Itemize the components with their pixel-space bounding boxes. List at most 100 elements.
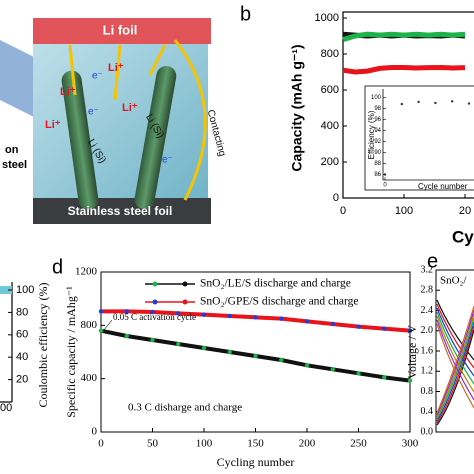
point [201, 312, 207, 317]
y-tick-label: 1000 [315, 12, 339, 24]
annotation-pointer [103, 319, 113, 331]
series-line [342, 31, 466, 42]
legend-fragment: SnO₂/ [440, 275, 467, 287]
inset-point [434, 101, 437, 105]
rod [61, 70, 99, 210]
point [382, 326, 387, 331]
y-tick-label: 96 [374, 117, 381, 123]
label: e⁻ [162, 155, 173, 166]
y-tick-label: 800 [321, 48, 339, 60]
voltage-curve [436, 319, 474, 401]
x-tick-label: 250 [350, 438, 367, 450]
x-tick-label: 20 [459, 205, 471, 217]
point [98, 328, 104, 333]
x-tick-label: 100 [196, 438, 213, 450]
label: Li⁺ [60, 86, 76, 98]
y-tick-label: 92 [374, 139, 381, 145]
y-tick-label: 2.4 [421, 305, 434, 316]
legend-marker [152, 281, 158, 287]
y-tick-label: 88 [374, 161, 381, 167]
point [124, 309, 129, 314]
y-tick-label: 3.2 [421, 264, 434, 275]
label: Li⁺ [122, 102, 138, 114]
voltage-curve [436, 321, 474, 422]
inset-point [417, 100, 420, 104]
point [176, 311, 181, 316]
y-tick-label: 1.2 [421, 366, 434, 377]
panel-letter: b [240, 3, 251, 25]
y-axis-label: Coulombic efficiency (%) [36, 282, 50, 407]
point [330, 321, 335, 327]
y-tick-label: 0.4 [421, 406, 434, 417]
point [227, 349, 232, 355]
label: Li foil [103, 22, 138, 37]
series-line [342, 64, 466, 75]
inset-point [400, 102, 403, 106]
inset-x-label: Cycle number [418, 182, 468, 191]
y-tick-label: 80 [16, 306, 28, 318]
x-tick-label: 0 [383, 183, 387, 189]
point [279, 316, 284, 321]
inset-y-label: Efficiency (%) [367, 110, 376, 159]
point [304, 363, 310, 368]
y-tick-label: 400 [321, 120, 339, 132]
voltage-curve [436, 323, 474, 409]
voltage-curve [436, 311, 474, 385]
x-tick-label: 300 [402, 438, 419, 450]
panel-letter: d [52, 256, 63, 278]
y-tick-label: 20 [16, 374, 28, 386]
label: e⁻ [88, 107, 99, 118]
legend-marker [152, 299, 158, 305]
x-tick-label: 150 [247, 438, 264, 450]
label: on [5, 144, 19, 156]
y-tick-label: 2.0 [421, 325, 434, 336]
label: Contacting [205, 109, 228, 158]
y-tick-label: 100 [16, 284, 34, 296]
inset-point [467, 102, 471, 105]
point [330, 367, 335, 372]
label: Stainless steel foil [68, 204, 173, 218]
annotation: 0.3 C disharge and charge [128, 402, 242, 414]
voltage-curve [436, 325, 474, 424]
point [124, 333, 129, 339]
point [227, 313, 232, 319]
x-axis-label: Cy [452, 227, 474, 246]
label: Li⁺ [45, 119, 61, 131]
voltage-curve [436, 309, 474, 416]
y-tick-label: 200 [321, 156, 339, 168]
point [279, 357, 284, 363]
inset-point [383, 173, 387, 176]
y-tick-label: 60 [16, 329, 28, 341]
x-tick-label: 50 [147, 438, 159, 450]
y-tick-label: 40 [16, 351, 28, 363]
legend-marker [182, 281, 188, 287]
panel-letter: e [427, 250, 438, 272]
y-tick-label: 800 [81, 319, 98, 331]
voltage-curve [436, 299, 474, 361]
x-tick-label: 00 [0, 402, 12, 414]
voltage-curve [436, 305, 474, 414]
point [356, 324, 361, 329]
point [356, 371, 361, 376]
steel-foil [33, 198, 211, 224]
point [201, 345, 207, 351]
point [407, 328, 413, 333]
y-axis-label: Capacity (mAh g⁻¹) [289, 44, 305, 171]
arrow [68, 44, 167, 101]
y-tick-label: 0.0 [421, 426, 434, 437]
y-tick-label: 86 [374, 172, 381, 178]
y-tick-label: 98 [374, 106, 381, 112]
voltage-curve [436, 307, 474, 377]
annotation: 0.05 C activation cycle [113, 312, 196, 322]
diagram: Li foil Stainless steel foil Li⁺ Li⁺ Li⁺… [0, 18, 228, 224]
y-axis-label: Specific capacity / mAhg⁻¹ [64, 286, 78, 418]
legend-label: SnO₂/LE/S discharge and charge [200, 278, 351, 290]
y-tick-label: 0.8 [421, 386, 434, 397]
data-strip [0, 286, 12, 294]
voltage-curve [436, 315, 474, 393]
plot-frame [342, 11, 474, 199]
y-tick-label: 94 [374, 128, 381, 134]
y-tick-label: 400 [81, 372, 98, 384]
x-tick-label: 100 [395, 205, 413, 217]
